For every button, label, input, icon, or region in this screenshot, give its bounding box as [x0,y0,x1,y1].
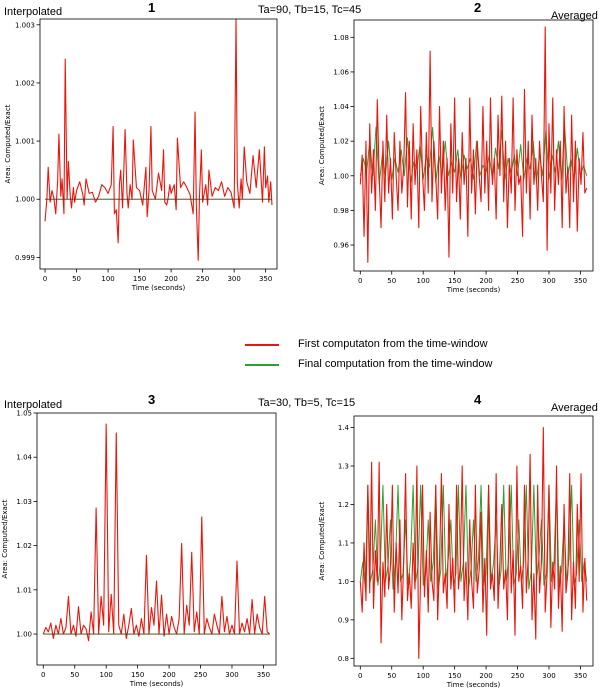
chart-2-xtick-label: 200 [479,277,492,285]
panel-2-corner-label: Averaged [551,10,598,22]
chart-3-ytick-label: 1.05 [16,410,32,418]
chart-4-ytick-label: 1.1 [338,539,349,547]
chart-4-ytick-label: 1.4 [338,424,350,432]
chart-1-ytick-label: 0.999 [15,254,35,262]
panel-2-number: 2 [474,0,482,15]
chart-3-xtick-label: 300 [225,671,238,679]
chart-4-xtick-label: 50 [387,672,396,680]
chart-4-series-2-line [359,426,588,659]
legend: First computaton from the time-window Fi… [245,338,505,374]
chart-4-ytick-label: 1.0 [338,578,349,586]
panel-3-number: 3 [148,392,156,407]
chart-3-series-1-line [42,423,271,642]
chart-4-xtick-label: 250 [511,672,524,680]
chart-3-xtick-label: 100 [99,671,112,679]
chart-2-xtick-label: 100 [416,277,429,285]
chart-3-xtick-label: 50 [70,671,79,679]
chart-1-xtick-label: 150 [133,275,146,283]
legend-label-final: Final computation from the time-window [298,358,493,370]
chart-3-xlabel: Time (seconds) [129,680,184,688]
chart-1-xtick-label: 250 [196,275,209,283]
chart-1-group: 0 50 100 150 200 250 300 350 0.999 1.000 1.001 1.00… [4,18,278,292]
chart-3-xtick-label: 200 [162,671,175,679]
chart-4-xlabel: Time (seconds) [446,681,501,689]
chart-3-group: 0 50 100 150 200 250 300 350 1.00 1.01 1.02 1.03 1.0… [1,410,277,688]
legend-label-first: First computaton from the time-window [298,338,488,350]
chart-2-xtick-label: 150 [448,277,461,285]
chart-2-group: 0 50 100 150 200 250 300 350 0.96 0.98 1.00 1.02 1.0… [318,19,594,294]
chart-1-ytick-label: 1.001 [15,138,35,146]
chart-1-ytick-label: 1.002 [15,79,35,87]
panel-4-corner-label: Averaged [551,402,598,414]
chart-4-ytick-label: 0.8 [338,655,349,663]
chart-2-series-2-line [359,26,588,263]
chart-3-ytick-label: 1.04 [16,454,32,462]
legend-swatch-first [245,344,279,346]
chart-1-xtick-label: 100 [101,275,114,283]
chart-1-xtick-label: 50 [72,275,81,283]
chart-2-xtick-label: 350 [574,277,587,285]
panel-4-number: 4 [474,392,482,407]
chart-3-xtick-label: 150 [131,671,144,679]
chart-1-xlabel: Time (seconds) [131,284,186,292]
chart-2-ytick-label: 1.08 [333,34,349,42]
chart-4-ytick-label: 1.3 [338,463,349,471]
chart-3-ylabel: Area: Computed/Exact [1,499,9,578]
chart-3-xtick-label: 350 [257,671,270,679]
chart-1-xtick-label: 200 [164,275,177,283]
chart-2-xtick-label: 250 [511,277,524,285]
chart-4-ytick-label: 0.9 [338,616,349,624]
chart-2-ytick-label: 1.02 [333,138,349,146]
panel-3-corner-label: Interpolated [4,399,63,411]
chart-3-ytick-label: 1.03 [16,498,32,506]
chart-4-xtick-label: 200 [479,672,492,680]
chart-3-ytick-label: 1.00 [16,631,32,639]
chart-1-xtick-label: 300 [227,275,240,283]
chart-2-series-1-line [359,126,588,185]
chart-3-ytick-label: 1.01 [16,586,32,594]
legend-swatch-final [245,364,279,366]
chart-2-xlabel: Time (seconds) [446,286,501,294]
chart-2-ytick-label: 0.96 [333,242,349,250]
chart-3-xtick-label: 250 [194,671,207,679]
panel-1-corner-label: Interpolated [4,6,63,18]
chart-2-ytick-label: 1.06 [333,68,349,76]
chart-1-ytick-label: 1.000 [15,196,35,204]
chart-2-frame [353,19,594,272]
params-top: Ta=90, Tb=15, Tc=45 [258,4,362,16]
chart-4-xtick-label: 0 [358,672,362,680]
chart-1-xtick-label: 350 [259,275,272,283]
chart-3-frame [36,412,277,666]
chart-2-ytick-label: 1.04 [333,103,349,111]
chart-3-xtick-label: 0 [41,671,45,679]
chart-1-xtick-label: 0 [43,275,47,283]
chart-4-xtick-label: 150 [448,672,461,680]
params-bottom: Ta=30, Tb=5, Tc=15 [258,397,356,409]
chart-2-ytick-label: 1.00 [333,172,349,180]
chart-1-ylabel: Area: Computed/Exact [4,104,12,183]
chart-2-xtick-label: 0 [358,277,362,285]
chart-4-frame [353,415,594,667]
chart-3-ytick-label: 1.02 [16,542,32,550]
chart-4-ylabel: Area: Computed/Exact [318,501,326,580]
chart-2-ylabel: Area: Computed/Exact [318,106,326,185]
chart-4-xtick-label: 300 [542,672,555,680]
panel-1-number: 1 [148,0,156,15]
chart-1-frame [39,18,278,270]
chart-1-series-1-line [44,18,273,261]
chart-2-xtick-label: 300 [542,277,555,285]
chart-4-group: 0 50 100 150 200 250 300 350 0.8 0.9 1.0 1.1 1.2 1.3 1… [318,415,594,689]
chart-4-ytick-label: 1.2 [338,501,349,509]
chart-2-xtick-label: 50 [387,277,396,285]
chart-2-ytick-label: 0.98 [333,207,349,215]
chart-4-xtick-label: 100 [416,672,429,680]
chart-4-xtick-label: 350 [574,672,587,680]
chart-1-ytick-label: 1.003 [15,21,35,29]
